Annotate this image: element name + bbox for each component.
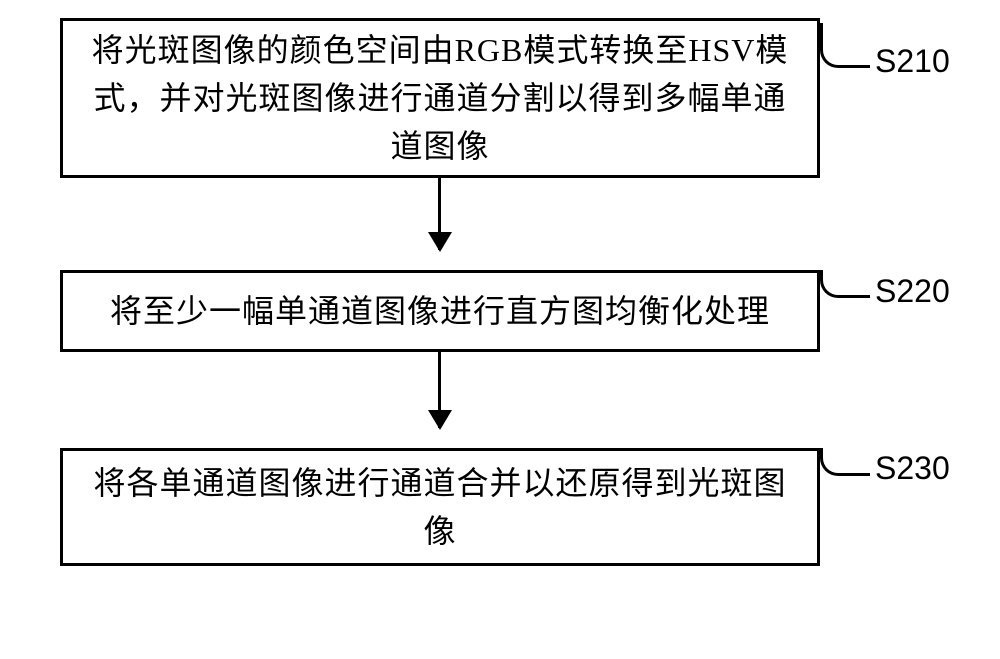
connector-s220	[820, 270, 870, 298]
arrow-s220-s230	[438, 352, 441, 428]
connector-s230	[820, 448, 870, 476]
label-s220: S220	[875, 273, 950, 310]
step-box-s230: 将各单通道图像进行通道合并以还原得到光斑图像	[60, 448, 820, 566]
arrow-s210-s220	[438, 178, 441, 250]
step-text-s220: 将至少一幅单通道图像进行直方图均衡化处理	[110, 287, 770, 335]
connector-s210	[820, 23, 870, 68]
step-text-s230: 将各单通道图像进行通道合并以还原得到光斑图像	[83, 459, 797, 555]
step-box-s220: 将至少一幅单通道图像进行直方图均衡化处理	[60, 270, 820, 352]
label-s230: S230	[875, 450, 950, 487]
step-text-s210: 将光斑图像的颜色空间由RGB模式转换至HSV模式，并对光斑图像进行通道分割以得到…	[83, 26, 797, 170]
step-box-s210: 将光斑图像的颜色空间由RGB模式转换至HSV模式，并对光斑图像进行通道分割以得到…	[60, 18, 820, 178]
label-s210: S210	[875, 43, 950, 80]
